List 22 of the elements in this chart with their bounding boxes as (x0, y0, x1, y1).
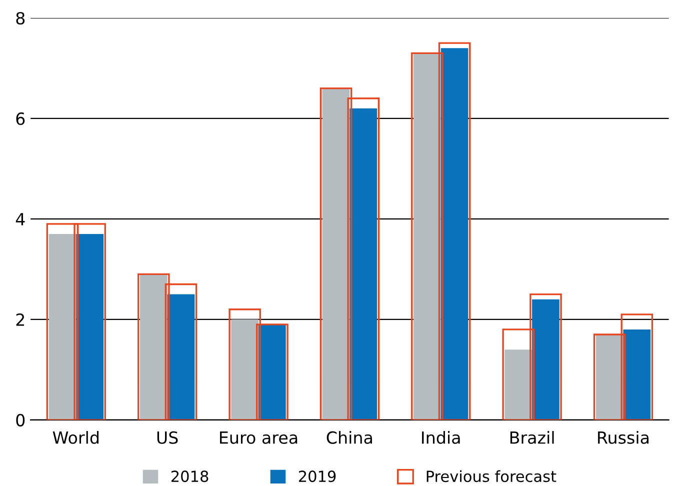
legend-label: 2018 (171, 470, 208, 482)
y-tick-label: 0 (16, 414, 25, 426)
y-tick-label: 2 (16, 313, 24, 326)
legend-label: 2019 (298, 470, 336, 482)
x-tick-label: Euro area (220, 432, 298, 444)
x-tick-label: India (422, 431, 460, 444)
x-tick-label: Russia (598, 431, 649, 444)
bar (48, 234, 76, 420)
x-tick-label: World (52, 431, 99, 444)
y-tick-label: 6 (16, 112, 25, 126)
x-tick-label: US (157, 431, 178, 444)
legend-label: Previous forecast (426, 470, 556, 482)
y-tick-label: 4 (16, 213, 25, 226)
y-tick-label: 8 (16, 12, 25, 25)
bar (504, 350, 532, 420)
x-tick-label: Brazil (510, 431, 554, 444)
bar (76, 234, 104, 420)
bar (231, 319, 259, 420)
bar (167, 294, 195, 420)
bar (350, 108, 378, 420)
x-tick-label: China (326, 431, 372, 444)
bar (623, 329, 651, 420)
